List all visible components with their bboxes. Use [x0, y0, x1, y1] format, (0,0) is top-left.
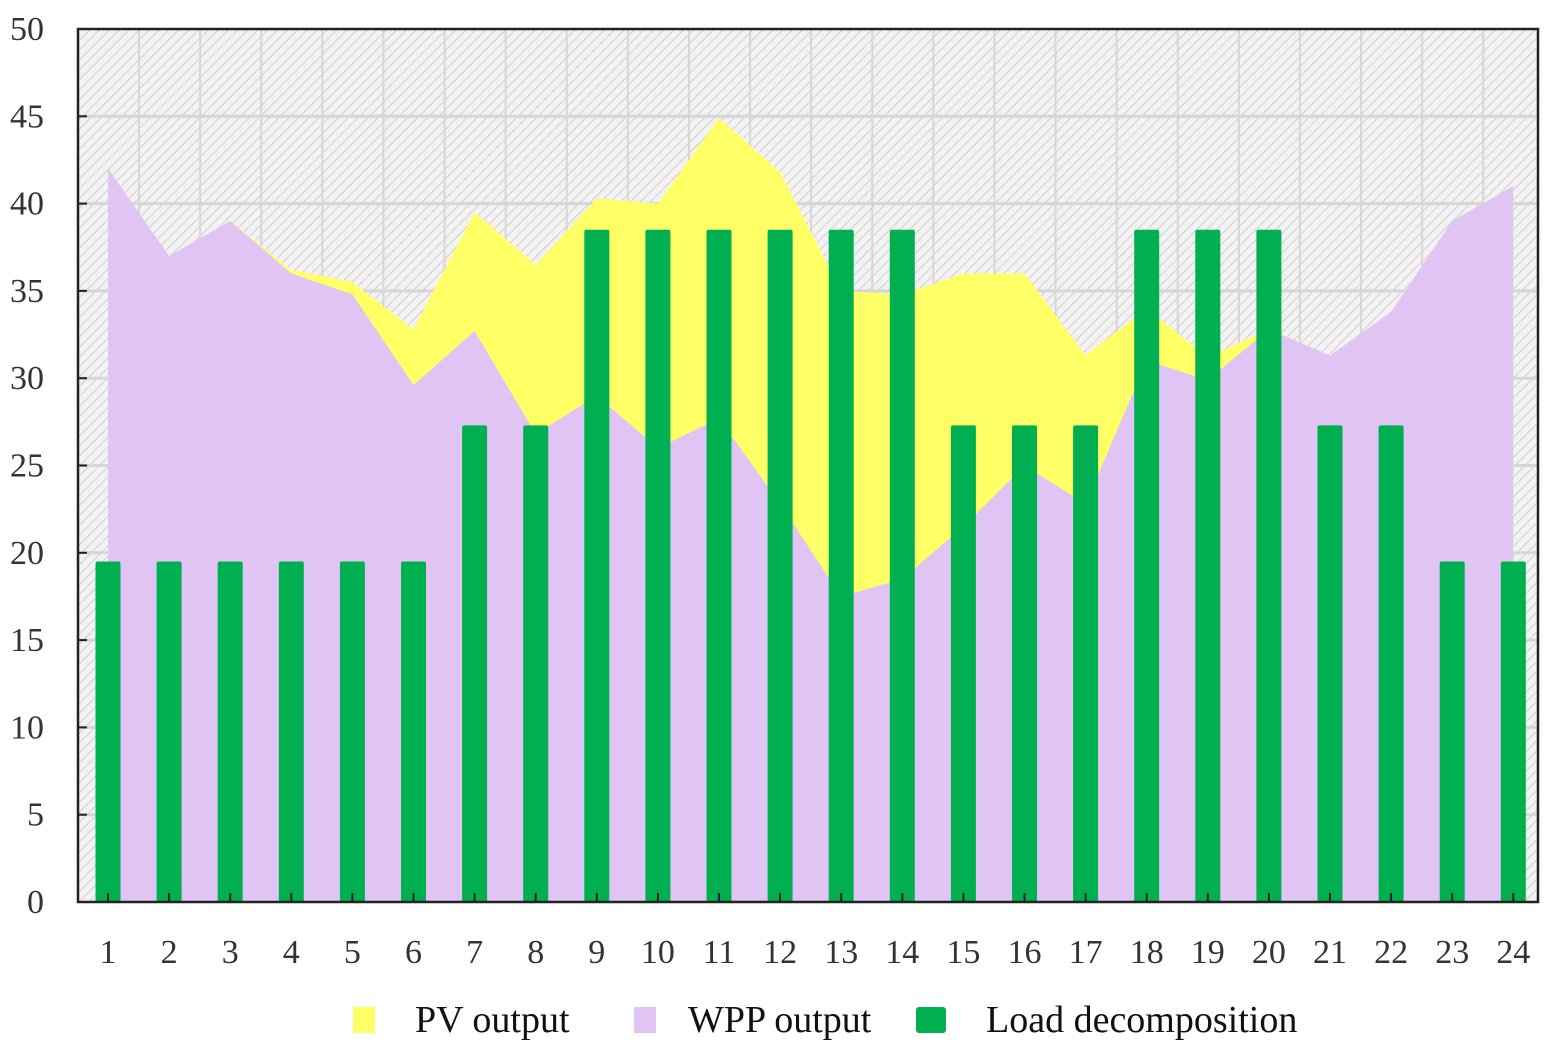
x-tick-label: 9 [588, 934, 605, 971]
legend-label-wpp-output: WPP output [688, 999, 872, 1041]
x-tick-label: 16 [1008, 934, 1042, 971]
x-tick-label: 3 [222, 934, 239, 971]
load-bar [1317, 425, 1343, 902]
area-series [108, 118, 1514, 902]
x-tick-label: 23 [1435, 934, 1469, 971]
y-tick-label: 50 [10, 11, 44, 48]
y-tick-label: 15 [10, 622, 44, 659]
wpp-output-area [108, 168, 1514, 902]
load-bar [767, 229, 793, 903]
bar-series [95, 229, 1526, 903]
x-tick-label: 2 [161, 934, 178, 971]
y-tick-label: 30 [10, 360, 44, 397]
load-bar [828, 229, 854, 903]
legend-label-load-decomposition: Load decomposition [986, 999, 1297, 1041]
x-tick-label: 14 [885, 934, 919, 971]
load-bar [1012, 425, 1037, 902]
load-bar [523, 425, 549, 902]
load-bar [462, 425, 488, 902]
x-tick-label: 10 [641, 934, 675, 971]
x-tick-label: 18 [1130, 934, 1164, 971]
x-tick-label: 1 [100, 934, 117, 971]
y-tick-label: 35 [10, 273, 44, 310]
x-tick-label: 11 [703, 934, 736, 971]
y-tick-label: 45 [10, 98, 44, 135]
load-bar [339, 561, 365, 902]
load-bar [1256, 229, 1282, 903]
legend-label-pv-output: PV output [415, 999, 570, 1041]
load-bar [95, 561, 121, 902]
y-tick-label: 5 [27, 797, 44, 834]
load-bar [156, 561, 182, 902]
y-tick-label: 0 [27, 884, 44, 921]
load-bar [278, 561, 304, 902]
x-axis: 1 2 3 4 5 6 7 8 9 10 11 12 13 14 15 16 17 18 19 20 21 22 23 24 [100, 893, 1530, 971]
x-tick-label: 4 [283, 934, 300, 971]
x-tick-label: 6 [405, 934, 422, 971]
load-bar [950, 425, 976, 902]
x-tick-label: 24 [1496, 934, 1530, 971]
y-tick-label: 20 [10, 535, 44, 572]
load-bar [401, 561, 426, 902]
load-bar [1134, 229, 1160, 903]
x-tick-label: 19 [1191, 934, 1225, 971]
legend-swatch-pv-output [353, 1007, 375, 1033]
y-tick-label: 10 [10, 709, 44, 746]
y-tick-label: 25 [10, 448, 44, 485]
y-axis: 0 5 10 15 20 25 30 35 40 45 50 [10, 11, 87, 921]
x-tick-label: 17 [1069, 934, 1103, 971]
legend: PV output WPP output Load decomposition [353, 999, 1297, 1041]
y-tick-label: 40 [10, 186, 44, 223]
x-tick-label: 8 [527, 934, 544, 971]
x-tick-label: 20 [1252, 934, 1286, 971]
x-tick-label: 15 [946, 934, 980, 971]
load-bar [645, 229, 671, 903]
x-tick-label: 7 [466, 934, 483, 971]
load-bar [1500, 561, 1526, 902]
load-bar [217, 561, 243, 902]
x-tick-label: 5 [344, 934, 361, 971]
x-tick-label: 22 [1374, 934, 1408, 971]
load-bar [1439, 561, 1465, 902]
legend-swatch-wpp-output [634, 1007, 656, 1033]
load-bar [1073, 425, 1099, 902]
load-bar [889, 229, 915, 903]
load-bar [584, 229, 610, 903]
legend-swatch-load-decomposition [916, 1007, 946, 1033]
x-tick-label: 12 [763, 934, 797, 971]
load-bar [1378, 425, 1404, 902]
x-tick-label: 13 [824, 934, 858, 971]
x-tick-label: 21 [1313, 934, 1347, 971]
load-bar [1195, 229, 1221, 903]
load-bar [706, 229, 732, 903]
